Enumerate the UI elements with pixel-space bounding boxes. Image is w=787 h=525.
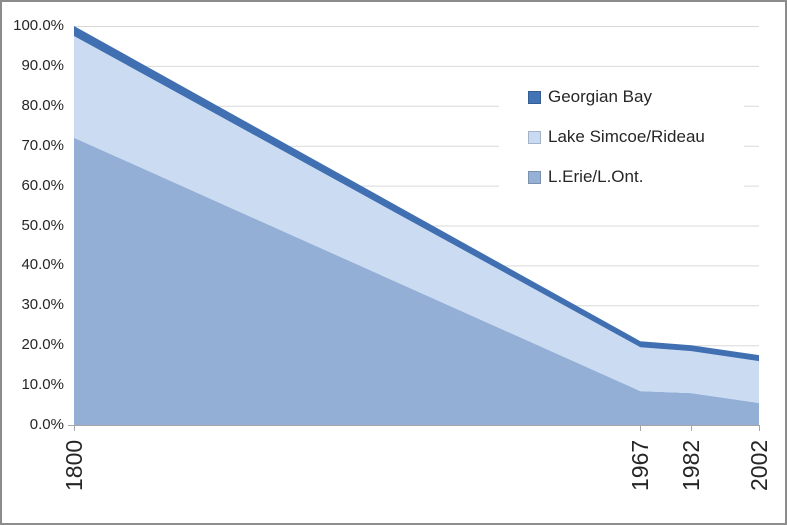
y-axis-tick-label: 0.0% (29, 416, 64, 433)
x-axis-tick-label: 1982 (678, 439, 704, 491)
y-axis-tick-label: 90.0% (21, 56, 64, 74)
y-axis-tick-label: 50.0% (21, 216, 64, 234)
x-axis-tick-label: 1800 (61, 439, 87, 491)
y-axis-tick-label: 40.0% (21, 256, 64, 274)
legend-label: Georgian Bay (548, 87, 652, 106)
y-axis-tick-label: 30.0% (21, 296, 64, 314)
y-axis-tick-label: 10.0% (21, 376, 64, 394)
y-axis-tick-label: 70.0% (21, 136, 64, 154)
y-axis-tick-label: 100.0% (13, 17, 64, 34)
x-axis-tick-label: 2002 (746, 439, 772, 491)
legend-label: L.Erie/L.Ont. (548, 167, 644, 186)
y-axis-tick-label: 80.0% (21, 96, 64, 114)
legend-swatch-icon (528, 90, 541, 104)
legend-swatch-icon (528, 170, 541, 184)
y-axis-tick-label: 20.0% (21, 336, 64, 354)
legend-item-erie-ontario: L.Erie/L.Ont. (499, 167, 744, 187)
legend-label: Lake Simcoe/Rideau (548, 127, 705, 146)
legend-item-georgian-bay: Georgian Bay (499, 87, 744, 107)
legend-item-lake-simcoe-rideau: Lake Simcoe/Rideau (499, 127, 744, 147)
legend: Georgian Bay Lake Simcoe/Rideau L.Erie/L… (499, 77, 744, 197)
y-axis-tick-label: 60.0% (21, 176, 64, 194)
legend-swatch-icon (528, 130, 541, 144)
x-axis-tick-label: 1967 (627, 439, 653, 491)
